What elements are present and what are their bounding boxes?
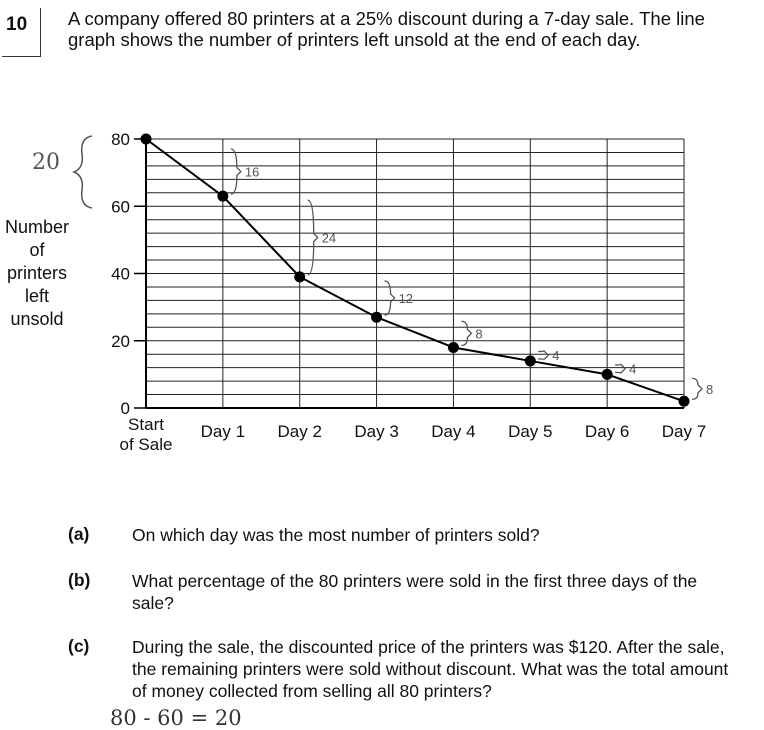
series-line-segment <box>606 373 685 403</box>
x-tick-label: of Sale <box>120 435 173 454</box>
series-line-segment <box>145 138 224 197</box>
handwritten-difference: 4 <box>629 362 636 377</box>
handwritten-brace <box>230 148 242 195</box>
x-tick-label: Day 2 <box>278 422 322 441</box>
part-a-text: On which day was the most number of prin… <box>132 525 540 545</box>
handwritten-difference: 4 <box>552 348 559 363</box>
y-tick-label: 20 <box>111 332 130 351</box>
handwritten-difference: 8 <box>706 382 713 397</box>
y-tick-label: 80 <box>111 130 130 149</box>
series-line-segment <box>222 195 301 278</box>
y-axis-label-line: left <box>24 286 49 306</box>
series-line-segment <box>530 359 608 376</box>
stem-line-1: A company offered 80 printers at a 25% d… <box>68 8 705 29</box>
y-tick-label: 40 <box>111 265 130 284</box>
data-point <box>524 355 536 367</box>
x-tick-label: Day 4 <box>431 422 475 441</box>
handwritten-brace <box>461 320 473 347</box>
y-tick-label: 0 <box>121 399 130 418</box>
stem-line-2: graph shows the number of printers left … <box>68 29 641 50</box>
handwritten-difference: 16 <box>245 165 259 180</box>
series-line-segment <box>299 275 378 319</box>
handwritten-brace <box>384 280 396 316</box>
part-b-text: What percentage of the 80 printers were … <box>132 571 698 613</box>
handwritten-difference: 8 <box>475 326 482 341</box>
data-point <box>294 271 306 283</box>
data-point <box>217 190 229 202</box>
y-axis-label: Number of printers left unsold <box>0 216 74 331</box>
handwritten-brace <box>538 349 550 361</box>
handwritten-brace <box>307 199 319 276</box>
series-line-segment <box>453 346 531 362</box>
part-b-label: (b) <box>68 570 91 590</box>
handwritten-brace <box>691 377 703 400</box>
handwritten-brace <box>615 363 627 375</box>
y-axis-label-line: Number <box>4 217 70 237</box>
question-number-bracket <box>2 8 41 57</box>
data-point <box>601 368 613 380</box>
handwritten-difference: 12 <box>399 291 413 306</box>
data-point <box>371 311 383 323</box>
handwritten-difference: 24 <box>322 231 336 246</box>
question-number: 10 <box>6 14 28 35</box>
y-axis-label-line: printers <box>6 263 68 283</box>
x-tick-label: Day 5 <box>508 422 552 441</box>
handwritten-brace <box>72 135 93 209</box>
part-c-label: (c) <box>68 636 90 656</box>
x-tick-label: Day 1 <box>201 422 245 441</box>
x-tick-label: Day 6 <box>585 422 629 441</box>
part-a-label: (a) <box>68 524 90 544</box>
data-point <box>678 395 690 407</box>
handwritten-margin-note: 20 <box>32 150 60 175</box>
x-tick-label: Day 3 <box>354 422 398 441</box>
handwritten-bottom-work: 80 - 60 = 20 <box>110 706 242 730</box>
y-axis-label-line: of <box>29 240 45 260</box>
x-tick-label: Day 7 <box>662 422 706 441</box>
x-tick-label: Start <box>128 415 164 434</box>
y-axis-label-line: unsold <box>10 309 64 329</box>
part-c-text: During the sale, the discounted price of… <box>132 637 729 701</box>
y-tick-label: 60 <box>111 197 130 216</box>
series-line-segment <box>376 316 454 349</box>
question-stem: A company offered 80 printers at a 25% d… <box>68 8 758 50</box>
data-point <box>447 341 459 353</box>
